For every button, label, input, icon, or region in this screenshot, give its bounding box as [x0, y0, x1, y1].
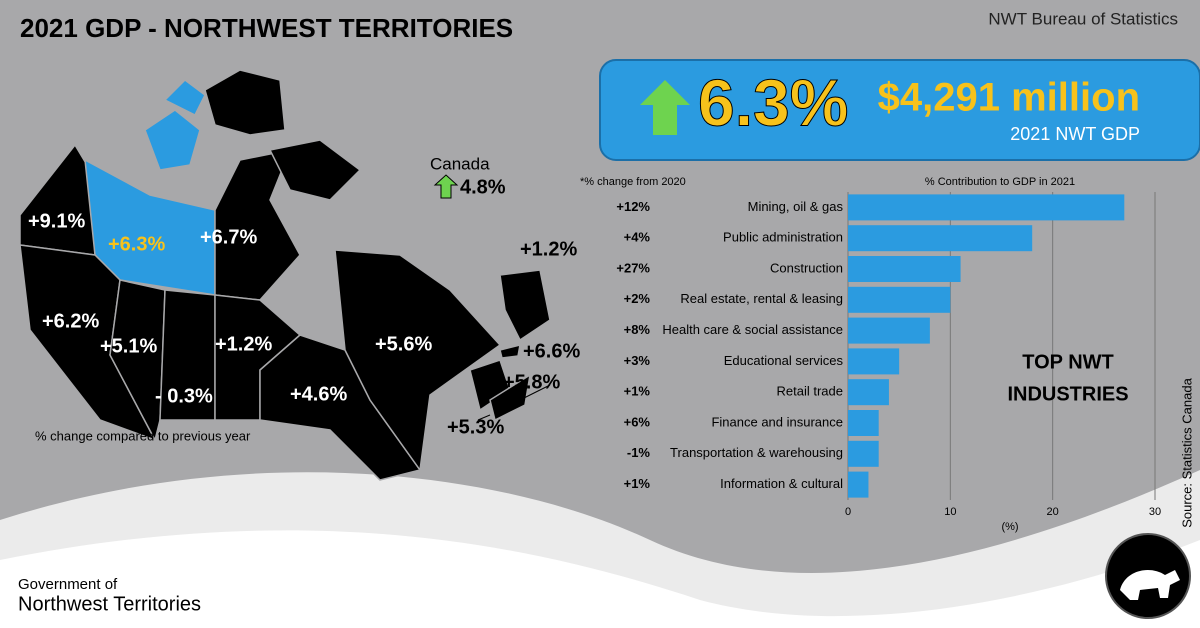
annotation: TOP NWT [1022, 351, 1113, 373]
change-label: +3% [624, 353, 651, 368]
x-axis-label: (%) [1001, 521, 1018, 533]
highlight-box [599, 59, 1200, 161]
map-label: +5.1% [100, 335, 157, 357]
nunavut-island [268, 139, 362, 201]
change-label: +6% [624, 414, 651, 429]
bar [848, 194, 1125, 221]
y-tick-label: Transportation & warehousing [670, 445, 843, 460]
map-note: % change compared to previous year [35, 428, 251, 443]
bar [848, 317, 930, 344]
map-label: +6.2% [42, 310, 99, 332]
footer-line1: Government of [18, 576, 118, 593]
map-label: +5.3% [447, 416, 504, 438]
bar [848, 348, 900, 375]
bar [848, 286, 951, 313]
bar [848, 471, 869, 498]
x-tick-label: 20 [1047, 506, 1059, 518]
leader-line [529, 279, 545, 316]
bar [848, 379, 889, 406]
map-label: +6.6% [523, 340, 580, 362]
annotation: INDUSTRIES [1007, 383, 1128, 405]
bar [848, 256, 961, 282]
y-tick-label: Health care & social assistance [662, 322, 843, 337]
bar [848, 440, 879, 467]
y-tick-label: Educational services [724, 353, 844, 368]
up-arrow [433, 174, 459, 199]
source-org: NWT Bureau of Statistics [988, 9, 1178, 28]
wave [0, 530, 1200, 628]
y-tick-label: Mining, oil & gas [748, 199, 844, 214]
change-label: +1% [624, 476, 651, 491]
x-tick-label: 30 [1149, 506, 1161, 518]
nwt-island [144, 109, 201, 171]
title: 2021 GDP - NORTHWEST TERRITORIES [20, 13, 513, 43]
map-label: +6.3% [108, 233, 165, 255]
y-tick-label: Real estate, rental & leasing [680, 291, 843, 306]
y-tick-label: Information & cultural [720, 476, 843, 491]
map-label: +9.1% [28, 210, 85, 232]
change-label: +8% [624, 322, 651, 337]
nunavut-island [204, 69, 286, 136]
alberta [109, 279, 166, 443]
change-label: +1% [624, 384, 651, 399]
y-tick-label: Public administration [723, 230, 843, 245]
x-tick-label: 0 [845, 506, 851, 518]
change-label: +12% [616, 199, 650, 214]
change-label: +2% [624, 291, 651, 306]
change-label: +27% [616, 260, 650, 275]
bar [848, 225, 1033, 252]
bear-icon [1120, 570, 1180, 600]
change-label: -1% [627, 445, 651, 460]
newfoundland [499, 269, 551, 342]
map-label: +1.2% [215, 333, 272, 355]
gdp-value: $4,291 million [878, 76, 1140, 120]
map-label: +5.6% [375, 333, 432, 355]
chart-title: % Contribution to GDP in 2021 [925, 176, 1075, 188]
up-arrow [640, 80, 690, 135]
change-title: *% change from 2020 [580, 176, 686, 188]
nova-scotia [489, 373, 532, 422]
nwt-island [163, 79, 206, 117]
canada-label: Canada [430, 154, 490, 173]
pei [499, 343, 521, 359]
x-tick-label: 10 [944, 506, 956, 518]
highlight-change: 6.3% [698, 65, 848, 139]
y-tick-label: Retail trade [777, 384, 843, 399]
bar [848, 410, 879, 436]
quebec [334, 249, 502, 472]
footer-line2: Northwest Territories [18, 593, 201, 615]
leader-line [477, 384, 551, 421]
map-label: +1.2% [520, 238, 577, 260]
gdp-label: 2021 NWT GDP [1010, 124, 1140, 144]
canada-change: 4.8% [460, 176, 506, 198]
map [19, 69, 551, 481]
y-tick-label: Construction [770, 260, 843, 275]
source: Source: Statistics Canada [1179, 377, 1194, 527]
change-label: +4% [624, 230, 651, 245]
map-label: +4.6% [290, 383, 347, 405]
map-label: +6.7% [200, 226, 257, 248]
y-tick-label: Finance and insurance [711, 414, 843, 429]
map-label: - 0.3% [155, 385, 213, 407]
map-label: +5.8% [503, 371, 560, 393]
